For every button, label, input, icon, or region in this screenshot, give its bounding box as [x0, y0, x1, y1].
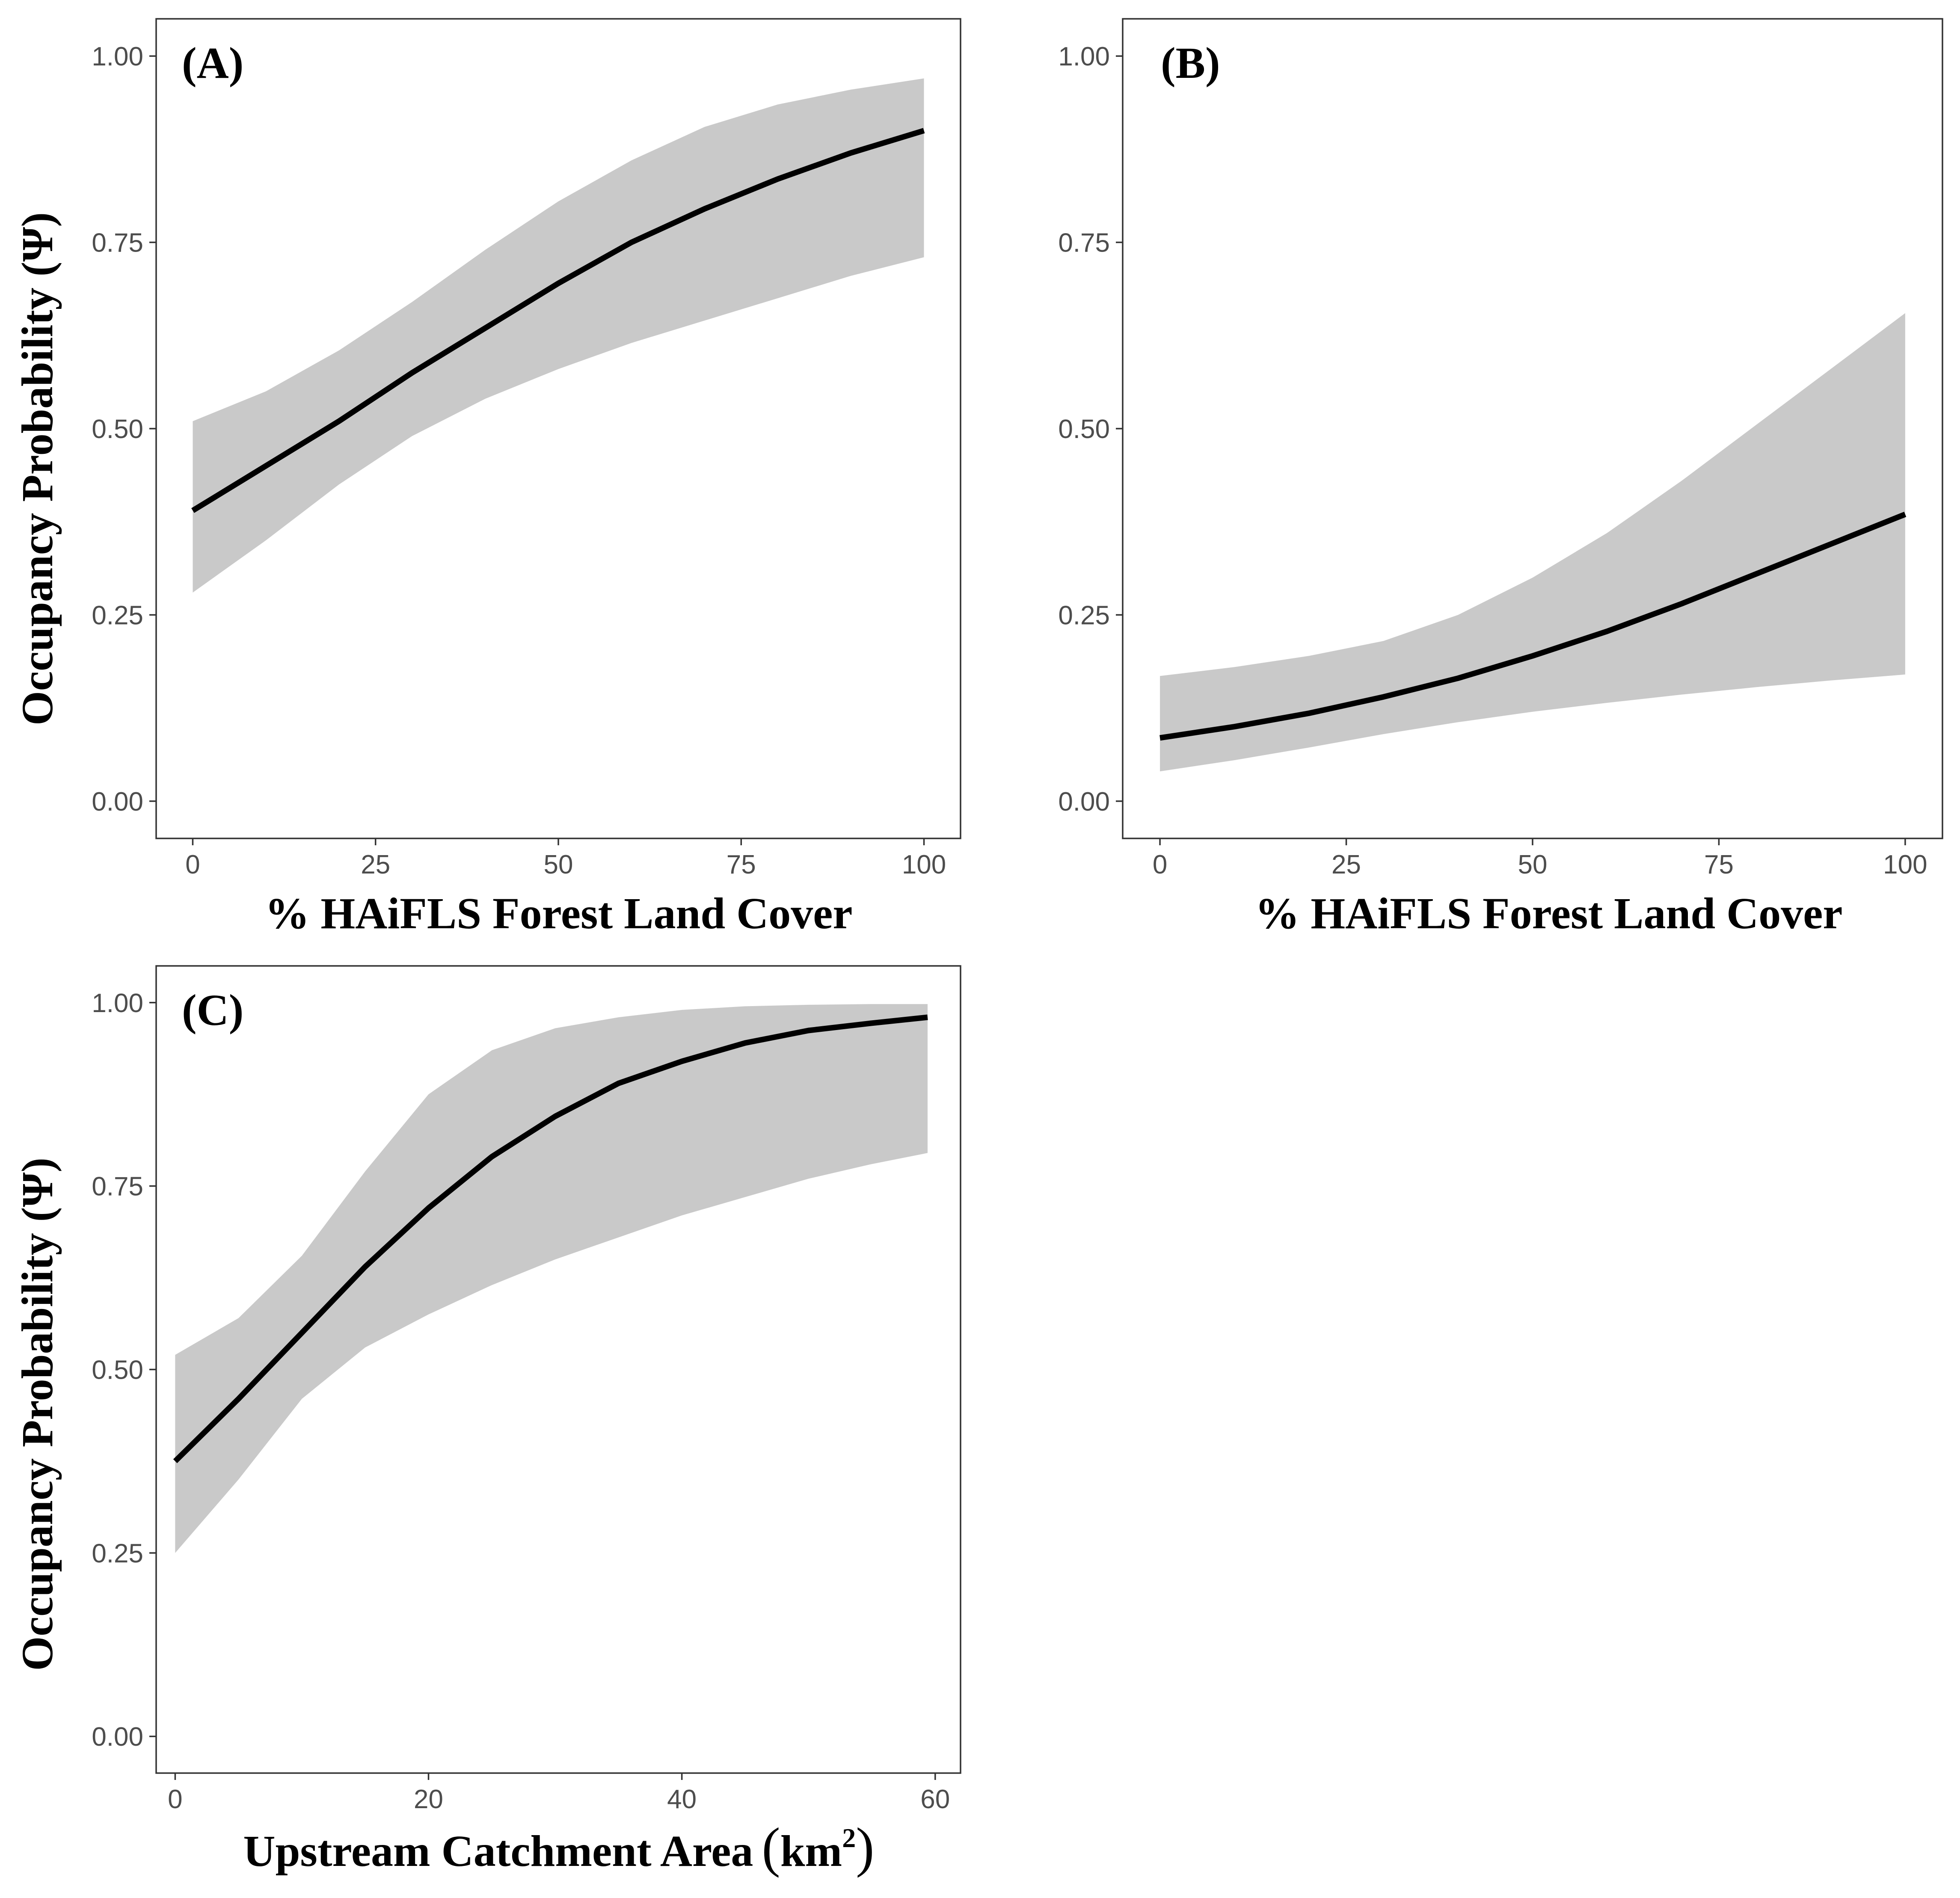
panel-a-fit-line	[191, 128, 925, 513]
panel-c-x-tick-label: 40	[667, 1785, 697, 1814]
panel-b-x-tick-label: 75	[1704, 850, 1734, 879]
panel-a-label: (A)	[182, 38, 243, 88]
panel-a-x-tick-label: 50	[544, 850, 573, 879]
panel-a-y-tick-label: 0.50	[92, 415, 143, 444]
panel-b-y-tick-label: 0.50	[1058, 415, 1110, 444]
panel-b-x-tick-label: 100	[1883, 850, 1927, 879]
panel-b-y-tick-label: 0.00	[1058, 787, 1110, 817]
panel-c-y-tick-label: 0.00	[92, 1722, 143, 1752]
panel-a-x-tick-label: 0	[185, 850, 200, 879]
panel-c-y-axis-title: Occupancy Probability (Ψ)	[13, 1158, 62, 1671]
panel-b-x-tick-label: 25	[1331, 850, 1361, 879]
panel-c-x-tick-label: 20	[414, 1785, 443, 1814]
panel-c-x-axis-title-sup: 2	[842, 1823, 856, 1853]
panel-a-x-tick-label: 75	[726, 850, 756, 879]
panel-b-plot-area: 0.00 0.25 0.50 0.75 1.00 0 25 50 75 100	[1058, 18, 1943, 879]
panel-a-x-tick-label: 25	[361, 850, 390, 879]
panel-c-x-axis-title: Upstream Catchment Area (km2)	[243, 1817, 874, 1878]
panel-a-y-tick-label: 0.00	[92, 787, 143, 817]
panel-c-x-tick-label: 0	[168, 1785, 182, 1814]
panel-c-label: (C)	[182, 986, 243, 1035]
panel-c-x-axis-title-unit: km	[780, 1827, 842, 1876]
panel-a-y-axis-title: Occupancy Probability (Ψ)	[13, 212, 62, 725]
panel-b: 0.00 0.25 0.50 0.75 1.00 0 25 50 75 100 (B) % HAi…	[1058, 18, 1943, 938]
panel-b-x-axis-title: % HAiFLS Forest Land Cover	[1255, 889, 1842, 938]
panel-b-x-tick-label: 0	[1153, 850, 1167, 879]
panel-b-label: (B)	[1161, 38, 1220, 88]
panel-c-plot-area: 0.00 0.25 0.50 0.75 1.00 0 20 40 60	[92, 965, 961, 1814]
panel-a-y-tick-label: 1.00	[92, 42, 143, 71]
panel-b-x-tick-label: 50	[1518, 850, 1548, 879]
panel-a-confidence-band	[193, 78, 924, 593]
panel-b-fit-line	[1159, 512, 1907, 741]
panel-c-x-axis-title-main: Upstream Catchment Area	[243, 1827, 753, 1876]
panel-a: 0.00 0.25 0.50 0.75 1.00 0 25 50 75 100 (A) % HAi…	[13, 18, 961, 938]
panel-c-fit-line	[173, 1014, 928, 1463]
panel-c-confidence-band	[175, 1004, 928, 1553]
panel-a-x-axis-title: % HAiFLS Forest Land Cover	[265, 889, 852, 938]
panel-c-x-tick-label: 60	[920, 1785, 950, 1814]
panel-c-y-tick-label: 0.25	[92, 1539, 143, 1568]
panel-a-plot-area: 0.00 0.25 0.50 0.75 1.00 0 25 50 75 100	[92, 18, 961, 879]
panel-c: 0.00 0.25 0.50 0.75 1.00 0 20 40 60 (C) Upstream…	[13, 965, 961, 1878]
panel-a-y-tick-label: 0.25	[92, 601, 143, 630]
panel-b-y-tick-label: 0.75	[1058, 228, 1110, 258]
panel-b-y-tick-label: 1.00	[1058, 42, 1110, 71]
panel-c-y-tick-label: 0.50	[92, 1356, 143, 1385]
panel-c-y-tick-label: 1.00	[92, 989, 143, 1018]
panel-a-y-tick-label: 0.75	[92, 228, 143, 258]
panel-b-y-tick-label: 0.25	[1058, 601, 1110, 630]
panel-b-confidence-band	[1160, 313, 1905, 772]
panel-a-x-tick-label: 100	[902, 850, 946, 879]
panel-c-y-tick-label: 0.75	[92, 1172, 143, 1202]
